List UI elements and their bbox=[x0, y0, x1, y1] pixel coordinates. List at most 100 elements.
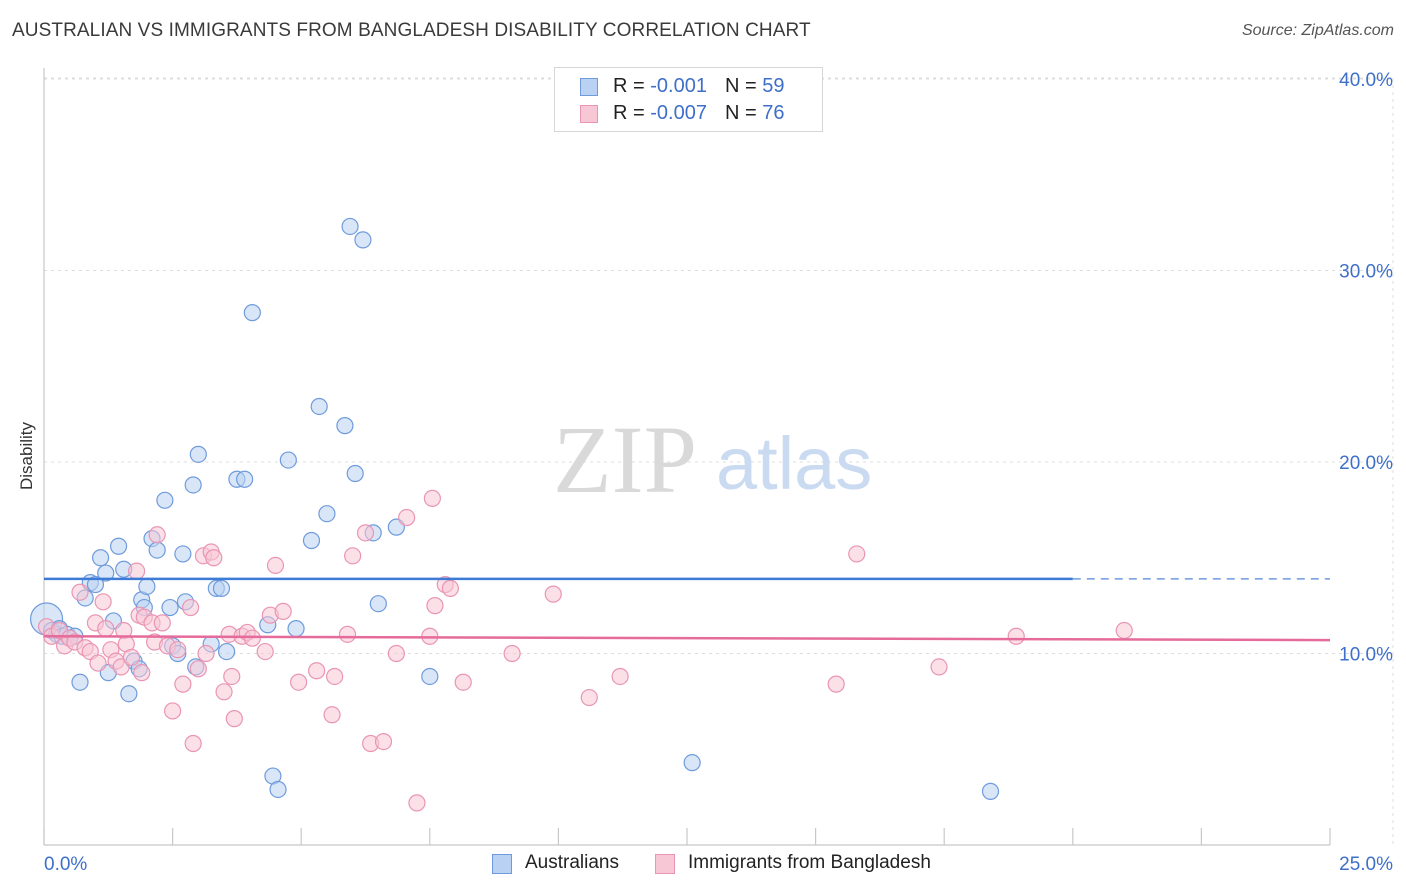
point-bangladesh bbox=[169, 641, 187, 659]
point-bangladesh bbox=[189, 660, 207, 678]
point-bangladesh bbox=[441, 579, 459, 597]
point-bangladesh bbox=[326, 667, 344, 686]
point-bangladesh bbox=[133, 664, 151, 682]
point-australians bbox=[346, 464, 364, 483]
point-australians bbox=[184, 476, 202, 494]
legend-r-value: -0.001 bbox=[650, 75, 707, 97]
point-australians bbox=[120, 685, 138, 703]
point-australians bbox=[341, 217, 359, 236]
point-australians bbox=[236, 470, 254, 488]
point-australians bbox=[97, 564, 115, 582]
point-australians bbox=[354, 231, 372, 249]
point-australians bbox=[318, 505, 336, 523]
legend-text: R = -0.001 N = 59 bbox=[613, 75, 784, 98]
point-bangladesh bbox=[197, 644, 215, 663]
point-bangladesh bbox=[290, 673, 308, 691]
point-bangladesh bbox=[1007, 627, 1025, 645]
y-tick-label: 30.0% bbox=[1339, 262, 1393, 283]
legend-n-value: 59 bbox=[762, 75, 785, 97]
point-bangladesh bbox=[408, 794, 426, 812]
point-bangladesh bbox=[454, 673, 472, 691]
point-bangladesh bbox=[1115, 621, 1133, 640]
y-tick-label: 10.0% bbox=[1339, 645, 1393, 666]
point-bangladesh bbox=[266, 556, 285, 575]
point-australians bbox=[683, 754, 701, 772]
point-australians bbox=[310, 397, 328, 416]
point-australians bbox=[421, 667, 439, 686]
point-australians bbox=[243, 304, 261, 322]
point-australians bbox=[86, 575, 105, 594]
point-bangladesh bbox=[164, 702, 182, 720]
point-bangladesh bbox=[205, 549, 223, 567]
legend-r-label: R = bbox=[613, 102, 651, 124]
legend-n-label: N = bbox=[724, 102, 763, 124]
legend-swatch-pink bbox=[580, 105, 598, 123]
point-australians bbox=[174, 545, 192, 563]
point-australians bbox=[287, 620, 305, 638]
point-australians bbox=[336, 417, 354, 435]
point-australians bbox=[189, 445, 207, 463]
point-australians bbox=[161, 598, 179, 617]
point-bangladesh bbox=[930, 658, 948, 676]
point-bangladesh bbox=[97, 620, 115, 638]
bottom-legend-swatch-blue bbox=[492, 854, 512, 874]
point-bangladesh bbox=[611, 667, 629, 686]
point-bangladesh bbox=[503, 644, 521, 663]
point-bangladesh bbox=[323, 706, 341, 724]
point-bangladesh bbox=[426, 597, 444, 615]
point-australians bbox=[109, 537, 128, 555]
point-australians bbox=[71, 673, 89, 691]
trend-line-bangladesh bbox=[43, 635, 1331, 642]
point-bangladesh bbox=[148, 526, 166, 544]
point-australians bbox=[369, 595, 387, 613]
scatter-points bbox=[29, 217, 1133, 812]
watermark-zip: ZIP bbox=[553, 406, 697, 513]
point-bangladesh bbox=[274, 602, 292, 620]
point-australians bbox=[156, 491, 174, 509]
point-bangladesh bbox=[848, 545, 866, 563]
point-bangladesh bbox=[184, 734, 202, 753]
point-bangladesh bbox=[89, 654, 107, 672]
y-tick-label: 20.0% bbox=[1339, 453, 1393, 474]
point-bangladesh bbox=[174, 675, 192, 693]
chart-title: AUSTRALIAN VS IMMIGRANTS FROM BANGLADESH… bbox=[12, 20, 811, 41]
legend-text: R = -0.007 N = 76 bbox=[613, 102, 784, 125]
bottom-legend-label: Immigrants from Bangladesh bbox=[688, 852, 931, 873]
legend-n-value: 76 bbox=[762, 102, 785, 124]
point-bangladesh bbox=[398, 508, 416, 527]
point-australians bbox=[138, 577, 156, 596]
tick-labels: 10.0% 20.0% 30.0% 40.0% 0.0% 25.0% bbox=[44, 70, 1393, 875]
point-bangladesh bbox=[356, 524, 375, 542]
bottom-legend-label: Australians bbox=[525, 852, 619, 873]
point-australians bbox=[302, 531, 321, 550]
point-bangladesh bbox=[423, 489, 441, 507]
legend-n-label: N = bbox=[724, 75, 763, 97]
point-bangladesh bbox=[225, 710, 243, 728]
point-bangladesh bbox=[827, 675, 845, 693]
point-bangladesh bbox=[344, 547, 362, 565]
axes bbox=[43, 68, 1331, 846]
point-bangladesh bbox=[387, 644, 405, 663]
point-bangladesh bbox=[256, 642, 274, 661]
point-bangladesh bbox=[544, 585, 562, 603]
x-tick-label: 0.0% bbox=[44, 854, 87, 875]
point-australians bbox=[148, 541, 166, 559]
trend-lines bbox=[43, 577, 1331, 642]
point-australians bbox=[212, 579, 231, 597]
correlation-legend: R = -0.001 N = 59 R = -0.007 N = 76 bbox=[554, 67, 823, 132]
point-bangladesh bbox=[223, 667, 241, 686]
legend-r-label: R = bbox=[613, 75, 651, 97]
source-label: Source: ZipAtlas.com bbox=[1241, 22, 1394, 39]
point-bangladesh bbox=[580, 688, 598, 707]
point-australians bbox=[279, 451, 297, 469]
point-bangladesh bbox=[215, 683, 233, 701]
point-bangladesh bbox=[71, 583, 89, 601]
point-bangladesh bbox=[182, 598, 200, 617]
x-tick-label: 25.0% bbox=[1339, 854, 1393, 875]
point-bangladesh bbox=[94, 593, 112, 611]
point-australians bbox=[269, 780, 287, 799]
point-bangladesh bbox=[338, 625, 357, 643]
y-tick-label: 40.0% bbox=[1339, 70, 1393, 91]
point-australians bbox=[981, 782, 1000, 800]
